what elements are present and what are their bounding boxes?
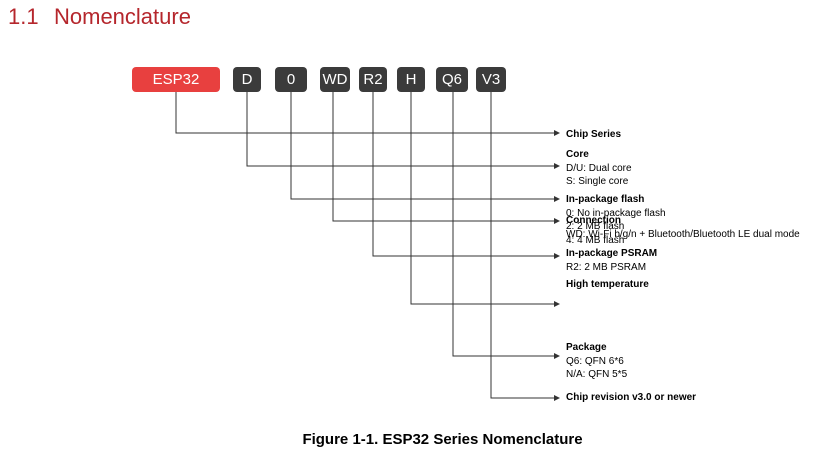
description-title: Chip revision v3.0 or newer [566,392,697,403]
connector-h [410,92,560,307]
connector-0 [290,92,560,202]
segment-box-wd: WD [320,67,350,92]
description-title: Package [566,342,607,353]
section-heading: 1.1 Nomenclature [8,4,191,30]
description-line: 0: No in-package flash [566,207,666,219]
segment-box-r2: R2 [359,67,387,92]
segment-box-q6: Q6 [436,67,468,92]
description-in-package-psram: In-package PSRAM R2: 2 MB PSRAM [566,247,657,274]
figure-caption: Figure 1-1. ESP32 Series Nomenclature [302,431,583,448]
connector-v3 [490,92,560,401]
section-number: 1.1 [8,4,39,29]
description-title: Core [566,149,589,160]
description-high-temperature: High temperature [566,278,649,292]
description-line: Q6: QFN 6*6 [566,355,624,367]
connector-d [246,92,560,169]
segment-box-d: D [233,67,261,92]
section-title: Nomenclature [54,4,191,29]
description-title: In-package flash [566,194,645,205]
segment-box-v3: V3 [476,67,506,92]
segment-box-esp32: ESP32 [132,67,220,92]
description-core: Core D/U: Dual core S: Single core [566,148,632,189]
description-package: Package Q6: QFN 6*6 N/A: QFN 5*5 [566,341,627,382]
description-chip-series: Chip Series [566,128,621,142]
segment-box-h: H [397,67,425,92]
description-title: High temperature [566,279,649,290]
description-chip-revision-v3-0-or-newer: Chip revision v3.0 or newer [566,391,696,405]
description-title: Connection [566,215,621,226]
description-in-package-flash: In-package flash 0: No in-package flash 2:… [566,193,666,247]
description-title: In-package PSRAM [566,248,658,259]
description-line: N/A: QFN 5*5 [566,369,628,380]
description-line: S: Single core [566,176,629,187]
description-title: Chip Series [566,129,622,140]
segment-box-0: 0 [275,67,307,92]
description-line: D/U: Dual core [566,162,632,174]
connector-esp32 [175,92,560,136]
connector-wd [332,92,560,224]
connector-r2 [372,92,560,259]
connector-q6 [452,92,560,359]
description-line: WD: Wi-Fi b/g/n + Bluetooth/Bluetooth LE… [566,228,800,240]
description-connection: Connection WD: Wi-Fi b/g/n + Bluetooth/Bl… [566,214,800,241]
description-line: 2: 2 MB flash [566,221,625,232]
description-line: 4: 4 MB flash [566,234,625,246]
description-line: R2: 2 MB PSRAM [566,261,647,273]
